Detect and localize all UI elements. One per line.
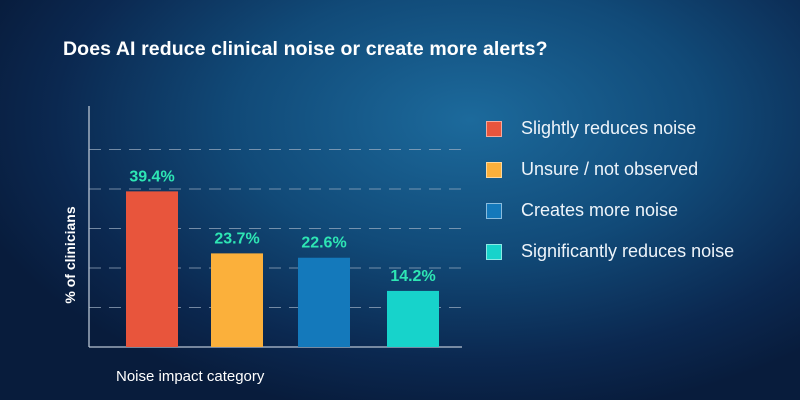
legend: Slightly reduces noise Unsure / not obser… [486,108,734,272]
legend-item: Creates more noise [486,190,734,231]
legend-swatch [486,120,502,137]
legend-label: Creates more noise [521,200,679,220]
data-label: 39.4% [129,168,174,185]
x-axis-label: Noise impact category [116,368,265,385]
bar-0 [126,191,178,347]
legend-label: Slightly reduces noise [521,118,697,138]
legend-item: Unsure / not observed [486,149,734,190]
legend-item: Significantly reduces noise [486,231,734,272]
bar-2 [298,257,350,347]
y-axis-label: % of clinicians [62,206,78,303]
legend-swatch [486,243,502,260]
chart-title: Does AI reduce clinical noise or create … [63,38,548,60]
data-label: 22.6% [301,235,346,252]
legend-item: Slightly reduces noise [486,108,734,149]
legend-label: Significantly reduces noise [521,241,735,261]
data-label: 14.2% [390,268,435,285]
bar-1 [211,253,263,347]
data-label: 23.7% [214,230,259,247]
bar-3 [387,290,439,347]
legend-label: Unsure / not observed [521,159,699,179]
legend-swatch [486,202,502,219]
legend-swatch [486,161,502,178]
